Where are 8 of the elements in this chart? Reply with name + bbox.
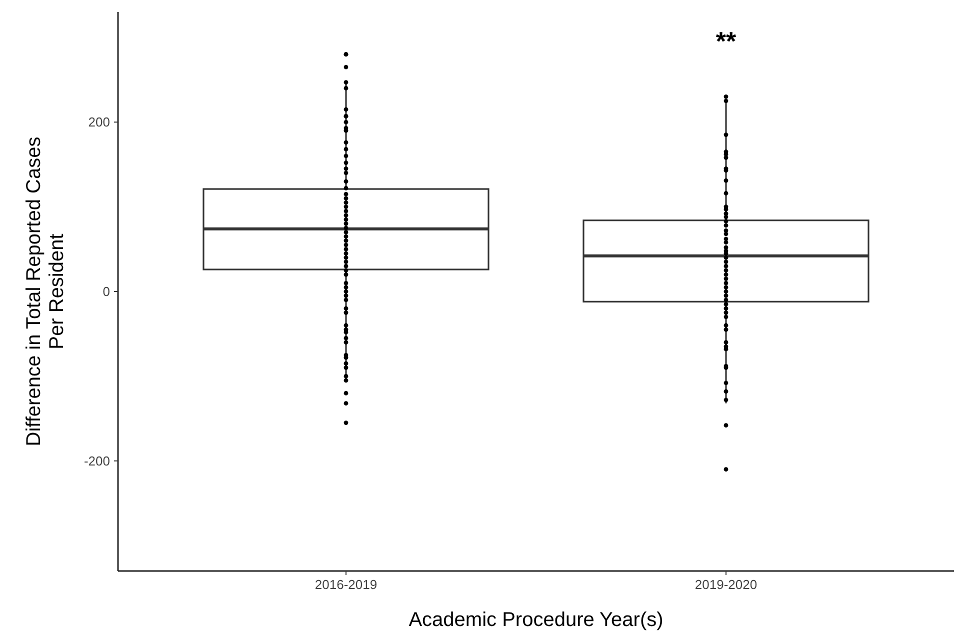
y-tick-label: -200 bbox=[84, 453, 110, 468]
x-tick-label: 2019-2020 bbox=[694, 577, 758, 592]
y-tick-label: 0 bbox=[102, 284, 110, 300]
x-tick-label: 2016-2019 bbox=[314, 577, 378, 592]
y-axis-title: Difference in Total Reported Cases Per Resident bbox=[23, 136, 68, 446]
annotation: ** bbox=[716, 26, 737, 56]
x-axis-title: Academic Procedure Year(s) bbox=[408, 609, 664, 631]
y-tick-label: 200 bbox=[88, 114, 110, 130]
